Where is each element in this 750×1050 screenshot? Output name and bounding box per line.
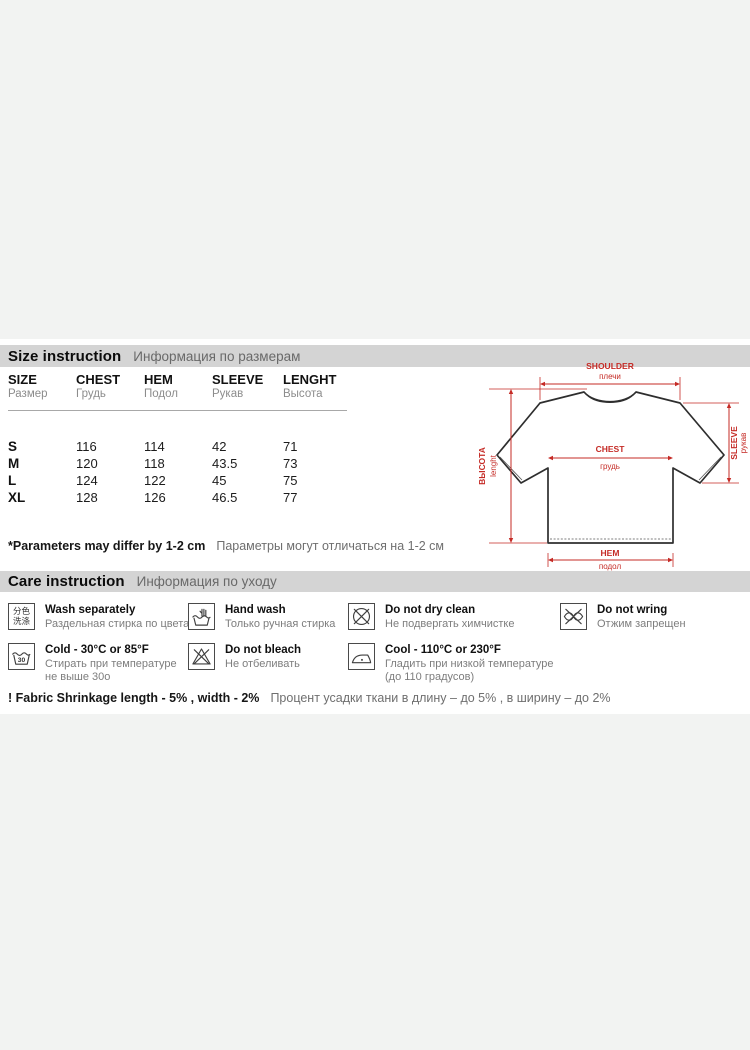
table-cell: 126 [144,490,166,505]
column-header: SIZE [8,372,37,387]
cn-glyph: 洗涤 [12,615,30,626]
care-item-wash-separately: 分色 洗涤 Wash separately Раздельная стирка п… [8,603,197,631]
care-item-do-not-bleach: Do not bleach Не отбеливать [188,643,301,671]
column-header-ru: Рукав [212,388,244,400]
care-item-desc: Гладить при низкой температуре [385,657,554,670]
care-item-title: Cold - 30°C or 85°F [45,644,149,656]
care-item-desc: Раздельная стирка по цветам [45,617,197,630]
size-note-ru: Параметры могут отличаться на 1-2 см [216,539,445,553]
care-section-subtitle: Информация по уходу [136,574,277,589]
care-item-desc: Стирать при температуре [45,657,177,670]
table-cell: 116 [76,439,97,454]
size-note-en: *Parameters may differ by 1-2 cm [8,539,206,553]
care-item-title: Cool - 110°C or 230°F [385,644,501,656]
do-not-dry-clean-icon [348,603,375,630]
hem-label-ru: подол [599,562,622,571]
table-divider [8,410,347,411]
table-spacer [8,411,347,438]
care-item-do-not-dry-clean: Do not dry clean Не подвергать химчистке [348,603,514,631]
do-not-wring-icon [560,603,587,630]
table-cell: 42 [212,439,227,454]
table-cell: 45 [212,473,227,488]
tshirt-outline [496,391,725,544]
tshirt-neck-stitch [586,394,634,403]
table-cell: 43.5 [212,456,238,471]
care-item-desc: Не отбеливать [225,657,300,670]
column-header-ru: Размер [8,388,48,400]
care-item-title: Do not bleach [225,644,302,656]
do-not-bleach-icon [188,643,215,670]
tshirt-measurement-diagram: SHOULDER плечи ВЫСОТА lenght CHEST грудь… [477,361,748,571]
table-cell-size: L [8,473,17,488]
care-item-title: Wash separately [45,604,136,616]
care-item-desc: не выше 30о [45,670,111,683]
table-cell: 75 [283,473,298,488]
cn-glyph: 分色 [12,606,30,617]
shrinkage-note-en: ! Fabric Shrinkage length - 5% , width -… [8,691,260,705]
table-cell: 122 [144,473,166,488]
care-item-desc: Только ручная стирка [225,617,336,630]
column-header: LENGHT [283,372,337,387]
care-item-title: Do not wring [597,604,668,616]
table-cell-size: S [8,439,18,454]
care-section-title: Care instruction [8,573,125,590]
table-cell: 71 [283,439,298,454]
hem-label-en: HEM [601,548,620,558]
size-table: SIZE CHEST HEM SLEEVE LENGHT Размер Груд… [8,372,347,506]
care-item-iron-low: Cool - 110°C or 230°F Гладить при низкой… [348,643,554,684]
care-item-desc: Отжим запрещен [597,617,686,630]
column-header-ru: Грудь [76,388,106,400]
column-header-ru: Подол [144,388,178,400]
size-note: *Parameters may differ by 1-2 cm Параметр… [8,539,444,553]
care-item-desc: (до 110 градусов) [385,670,475,683]
table-cell-size: XL [8,490,26,505]
table-cell: 118 [144,456,165,471]
height-label-ru: ВЫСОТА [477,447,487,485]
shoulder-label-ru: плечи [599,372,621,381]
table-cell: 77 [283,490,298,505]
wash-separately-icon: 分色 洗涤 [8,603,35,630]
shoulder-label-en: SHOULDER [586,361,634,371]
table-cell: 73 [283,456,298,471]
care-instruction-header: Care instruction Информация по уходу [0,571,750,592]
table-cell-size: M [8,456,20,471]
table-cell: 120 [76,456,98,471]
care-item-do-not-wring: Do not wring Отжим запрещен [560,603,686,631]
hand-wash-icon [188,603,215,630]
care-item-wash-cold: 30 Cold - 30°C or 85°F Стирать при темпе… [8,643,177,684]
shrinkage-note: ! Fabric Shrinkage length - 5% , width -… [8,691,611,705]
chest-label-ru: грудь [600,462,620,471]
column-header: HEM [144,372,173,387]
sleeve-label-ru: рукав [739,433,748,454]
column-header: CHEST [76,372,121,387]
shrinkage-note-ru: Процент усадки ткани в длину – до 5% , в… [270,691,611,705]
iron-low-icon [348,643,375,670]
table-cell: 128 [76,490,98,505]
chest-label-en: CHEST [596,444,626,454]
table-cell: 46.5 [212,490,238,505]
table-cell: 124 [76,473,98,488]
care-item-desc: Не подвергать химчистке [385,617,515,630]
table-cell: 114 [144,439,165,454]
tshirt-cuff-stitch-right [698,456,722,481]
column-header: SLEEVE [212,372,264,387]
care-item-title: Hand wash [225,604,286,616]
size-section-subtitle: Информация по размерам [133,348,301,364]
wash-cold-30-icon: 30 [8,643,35,670]
height-label-en: lenght [489,454,498,477]
size-section-title: Size instruction [8,347,122,365]
column-header-ru: Высота [283,388,323,400]
wash-temp-value: 30 [18,657,26,664]
care-item-hand-wash: Hand wash Только ручная стирка [188,603,335,631]
care-item-title: Do not dry clean [385,604,476,616]
size-instruction-header: Size instruction Информация по размерам [0,345,750,367]
sleeve-label-en: SLEEVE [729,426,739,460]
